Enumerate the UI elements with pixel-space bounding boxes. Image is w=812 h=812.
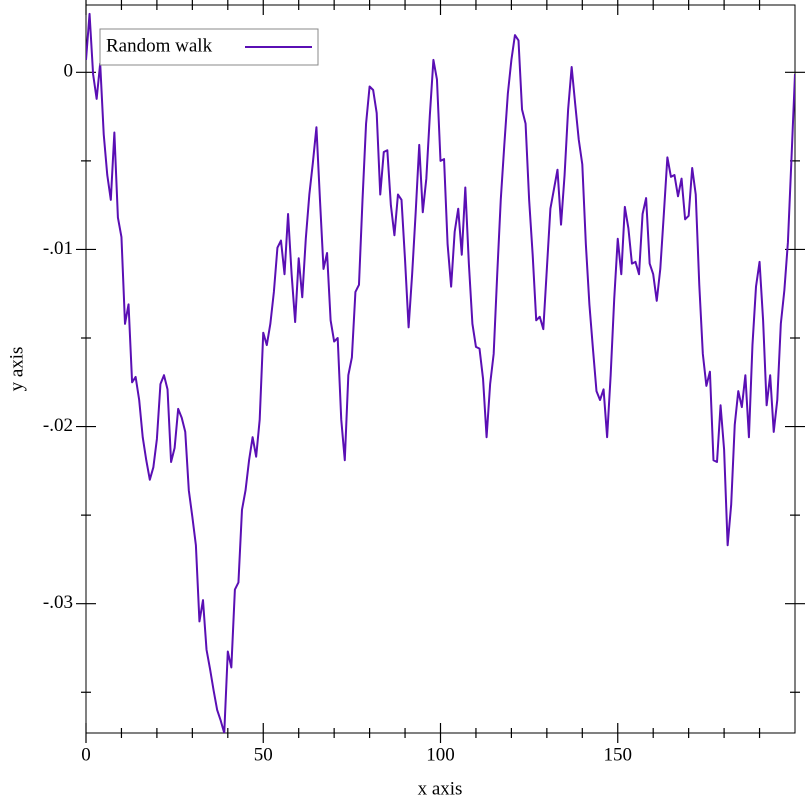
y-tick-label: 0 — [64, 61, 74, 82]
x-tick-label: 0 — [81, 744, 91, 765]
y-tick-label: -.02 — [43, 415, 73, 436]
x-tick-label: 150 — [604, 744, 633, 765]
plot-frame — [85, 4, 796, 734]
data-line — [86, 12, 795, 733]
x-tick-label: 50 — [254, 744, 273, 765]
y-axis-label: y axis — [6, 347, 27, 392]
y-tick-label: -.03 — [43, 592, 73, 613]
legend-label: Random walk — [106, 35, 213, 56]
x-axis-label: x axis — [418, 778, 463, 799]
x-tick-label: 100 — [426, 744, 455, 765]
y-tick-label: -.01 — [43, 238, 73, 259]
